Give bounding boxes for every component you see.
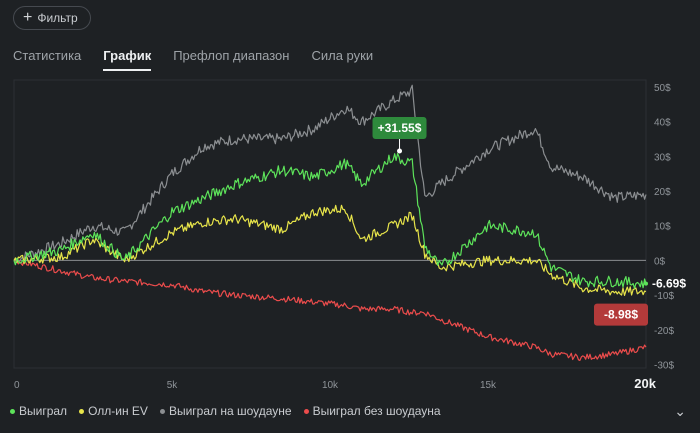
y-tick-label: 10$ (654, 222, 671, 233)
y-tick-label: -30$ (654, 361, 674, 372)
legend-item-won[interactable]: Выиграл (10, 404, 67, 418)
chart-legend: Выиграл Олл-ин EV Выиграл на шоудауне Вы… (10, 404, 441, 418)
legend-dot-non-showdown (303, 408, 309, 414)
y-tick-label: 40$ (654, 118, 671, 129)
legend-item-showdown[interactable]: Выиграл на шоудауне (159, 404, 292, 418)
legend-label-showdown: Выиграл на шоудауне (168, 404, 292, 418)
series-line-allin-ev[interactable] (13, 204, 647, 296)
y-tick-label: 30$ (654, 152, 671, 163)
callout-label: -8.98$ (604, 308, 638, 322)
x-tick-label: 5k (167, 380, 179, 391)
x-tick-label: 20k (634, 376, 656, 391)
peak-callout: +31.55$ (372, 116, 427, 154)
y-tick-label: 20$ (654, 187, 671, 198)
peak-point (397, 148, 403, 154)
legend-label-allin-ev: Олл-ин EV (88, 404, 148, 418)
series-line-showdown[interactable] (13, 84, 647, 264)
tab-bar: Статистика График Префлоп диапазон Сила … (13, 48, 373, 71)
series-line-won[interactable] (13, 152, 647, 289)
plus-icon: + (23, 9, 33, 26)
tab-graph[interactable]: График (103, 48, 152, 71)
x-tick-label: 0 (14, 380, 20, 391)
x-tick-label: 10k (322, 380, 339, 391)
tab-statistics[interactable]: Статистика (13, 48, 82, 63)
y-tick-label: 50$ (654, 83, 671, 94)
legend-label-non-showdown: Выиграл без шоудауна (312, 404, 441, 418)
results-chart[interactable]: 50$ 40$ 30$ 20$ 10$ 0$ -10$ -20$ -30$ 0 5k 10k 15k 20… (0, 76, 700, 398)
series-line-non-showdown[interactable] (13, 259, 647, 361)
tab-preflop-range[interactable]: Префлоп диапазон (173, 48, 290, 63)
legend-item-allin-ev[interactable]: Олл-ин EV (79, 404, 148, 418)
svg-text:-6.69$: -6.69$ (652, 277, 686, 291)
callout-label: +31.55$ (378, 121, 422, 135)
end-callout: -8.98$ (594, 303, 648, 326)
filter-button-label: Фильтр (37, 11, 78, 25)
filter-button[interactable]: + Фильтр (13, 6, 91, 30)
legend-item-non-showdown[interactable]: Выиграл без шоудауна (303, 404, 441, 418)
legend-dot-allin-ev (79, 408, 85, 414)
end-value-label: -6.69$ (644, 277, 686, 291)
chart-area: 50$ 40$ 30$ 20$ 10$ 0$ -10$ -20$ -30$ 0 5k 10k 15k 20… (0, 76, 700, 398)
legend-dot-won (10, 408, 15, 414)
legend-more-icon[interactable]: ⌄ (674, 403, 686, 419)
y-tick-label: -20$ (654, 326, 674, 337)
tab-hand-strength[interactable]: Сила руки (311, 48, 374, 63)
y-tick-label: 0$ (654, 256, 666, 267)
y-tick-label: -10$ (654, 291, 674, 302)
legend-dot-showdown (159, 408, 165, 414)
plot-frame (13, 79, 647, 369)
x-tick-label: 15k (480, 380, 497, 391)
legend-label-won: Выиграл (19, 404, 68, 418)
